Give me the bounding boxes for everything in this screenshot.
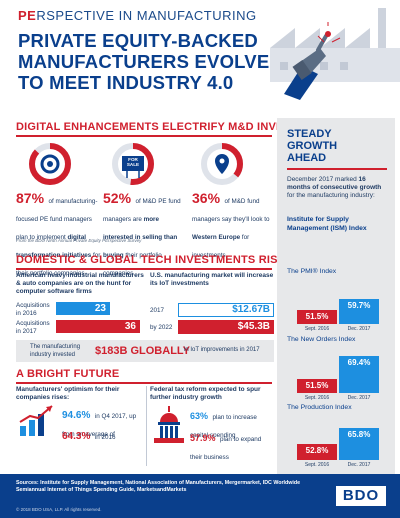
production-title: The Production Index (287, 404, 352, 411)
optimism-2016: 64.3% in 2016 (62, 431, 116, 442)
capitol-building-icon (154, 406, 184, 443)
acq-2016-bar: 23 (56, 302, 110, 315)
header: PERSPECTIVE IN MANUFACTURING PRIVATE EQU… (0, 0, 400, 112)
pmi-dec-label: Dec. 2017 (347, 326, 371, 332)
growth-arrow-icon (19, 405, 53, 436)
bdo-logo: BDO (336, 486, 386, 506)
acq-2017-bar: 36 (56, 320, 140, 333)
new-orders-sept-label: Sept. 2016 (304, 395, 330, 401)
stat-digital: 87% of manufacturing-focused PE fund man… (16, 190, 101, 277)
divider (146, 386, 147, 466)
stat-selling: 52% of M&D PE fund managers are more int… (103, 190, 181, 277)
iot-heading: U.S. manufacturing market will increase … (150, 272, 274, 287)
banner-value: $183B GLOBALLY (95, 345, 190, 357)
pmi-dec-bar: 59.7% (339, 299, 379, 324)
production-sept-bar: 52.8% (297, 444, 337, 460)
pmi-title: The PMI® Index (287, 268, 337, 275)
ism-label: Institute for Supply Management (ISM) In… (287, 216, 367, 232)
tax-heading: Federal tax reform expected to spur furt… (150, 386, 261, 401)
acquisitions-heading: American heavy industrial manufacturers … (16, 272, 144, 295)
section-title-tech: DOMESTIC & GLOBAL TECH INVESTMENTS RISE (16, 254, 286, 266)
new-orders-dec-label: Dec. 2017 (347, 395, 371, 401)
pmi-sept-bar: 51.5% (297, 310, 337, 324)
new-orders-sept-bar: 51.5% (297, 379, 337, 393)
production-dec-bar: 65.8% (339, 428, 379, 460)
kicker: PERSPECTIVE IN MANUFACTURING (18, 8, 257, 23)
sidebar-title: STEADY GROWTH AHEAD (287, 128, 338, 164)
production-sept-label: Sept. 2016 (304, 462, 330, 468)
tax-capital: 63% plan to increase capital spending (190, 411, 257, 439)
iot-2022-bar: $45.3B (178, 320, 274, 334)
section-rule (16, 268, 272, 270)
sidebar-rule (287, 168, 387, 170)
tax-expand: 57.9% plan to expand their business (190, 433, 262, 461)
section-title-digital: DIGITAL ENHANCEMENTS ELECTRIFY M&D INVES… (16, 121, 323, 133)
factory-illustration (270, 8, 400, 82)
sidebar-growth: STEADY GROWTH AHEAD December 2017 marked 1… (277, 118, 395, 478)
section-rule (16, 382, 272, 384)
section-title-future: A BRIGHT FUTURE (16, 368, 120, 380)
copyright: © 2018 BDO USA, LLP. All rights reserved… (16, 507, 102, 512)
page-title-line-2: MANUFACTURERS EVOLVE (18, 51, 270, 72)
iot-banner: The manufacturing industry invested $183… (16, 340, 274, 362)
robot-hand-icon (284, 22, 341, 100)
for-sale-donut-icon (112, 143, 154, 185)
optimism-q4: 94.6% in Q4 2017, up from an average of (62, 410, 137, 438)
iot-2017-label: 2017 (150, 307, 165, 314)
footer: Sources: Institute for Supply Management… (0, 474, 400, 518)
survey-source: From the BDO Ninth Annual Private Equity… (16, 238, 142, 243)
sidebar-intro: December 2017 marked 16 months of consec… (287, 176, 382, 199)
page-title-line-3: TO MEET INDUSTRY 4.0 (18, 72, 234, 93)
optimism-heading: Manufacturers' optimism for their compan… (16, 386, 120, 401)
for-sale-sign: FOR SALE (126, 157, 140, 167)
new-orders-title: The New Orders Index (287, 336, 356, 343)
iot-2017-bar: $12.67B (178, 303, 274, 317)
page-title-line-1: PRIVATE EQUITY-BACKED (18, 30, 258, 51)
globe-donut-icon (201, 143, 243, 185)
gear-donut-icon (29, 143, 71, 185)
pmi-sept-label: Sept. 2016 (304, 326, 330, 332)
production-dec-label: Dec. 2017 (347, 462, 371, 468)
acq-2017-label: Acquisitions in 2017 (16, 320, 50, 335)
acq-2016-label: Acquisitions in 2016 (16, 302, 50, 317)
iot-2022-label: by 2022 (150, 324, 173, 331)
section-rule (16, 135, 272, 137)
footer-sources: Sources: Institute for Supply Management… (16, 480, 301, 493)
stat-europe: 36% of M&D fund managers say they'll loo… (192, 190, 270, 259)
new-orders-dec-bar: 69.4% (339, 356, 379, 393)
